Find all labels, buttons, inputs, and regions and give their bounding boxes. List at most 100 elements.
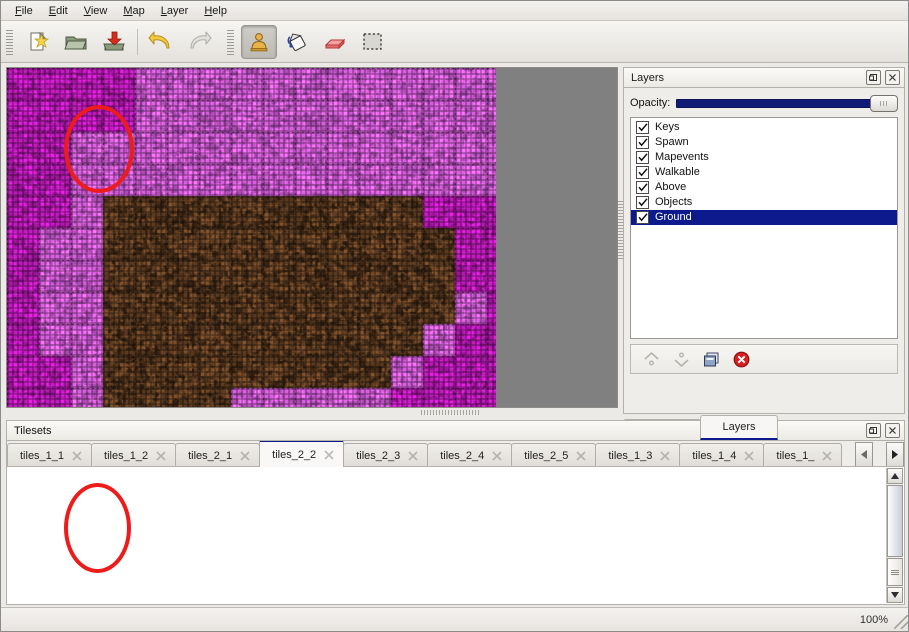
- tileset-tab-label: tiles_2_5: [524, 449, 569, 462]
- layers-dock-titlebar: Layers: [623, 67, 905, 88]
- layer-visibility-checkbox[interactable]: [636, 136, 649, 149]
- close-icon[interactable]: [156, 450, 166, 461]
- move-layer-down-icon[interactable]: [669, 347, 693, 371]
- menu-item-edit[interactable]: Edit: [48, 4, 68, 17]
- toolbar-drag-handle[interactable]: [5, 27, 14, 56]
- layer-visibility-checkbox[interactable]: [636, 121, 649, 134]
- scrollbar-thumb[interactable]: [887, 485, 903, 557]
- open-file-icon[interactable]: [58, 25, 94, 59]
- map-canvas-viewport[interactable]: [6, 67, 618, 408]
- map-tile-render[interactable]: [7, 68, 496, 407]
- tileset-tab-label: tiles_1_4: [692, 449, 737, 462]
- zoom-level: 100%: [859, 613, 888, 626]
- layer-row[interactable]: Above: [631, 180, 897, 195]
- status-bar: 100%: [1, 607, 908, 631]
- duplicate-layer-icon[interactable]: [699, 347, 723, 371]
- opacity-slider-thumb[interactable]: [870, 94, 898, 112]
- tileset-tab-tiles_2_3[interactable]: tiles_2_3: [343, 443, 429, 467]
- float-icon[interactable]: [866, 70, 881, 85]
- close-icon[interactable]: [240, 450, 250, 461]
- move-layer-up-icon[interactable]: [639, 347, 663, 371]
- close-icon[interactable]: [885, 70, 900, 85]
- close-icon[interactable]: [492, 450, 502, 461]
- layers-dock-title: Layers: [631, 71, 665, 84]
- layer-row[interactable]: Keys: [631, 120, 897, 135]
- float-icon[interactable]: [866, 423, 881, 438]
- dock-tab-layers[interactable]: Layers: [700, 415, 778, 440]
- menu-bar: File Edit View Map Layer Help: [1, 1, 908, 21]
- menu-item-layer[interactable]: Layer: [160, 4, 189, 17]
- chevron-right-icon[interactable]: [886, 442, 904, 467]
- opacity-slider[interactable]: [676, 94, 898, 112]
- close-icon[interactable]: [576, 450, 586, 461]
- layer-visibility-checkbox[interactable]: [636, 211, 649, 224]
- tileset-tab-tiles_1_2[interactable]: tiles_1_2: [91, 443, 177, 467]
- select-tool-icon[interactable]: [355, 25, 391, 59]
- close-icon[interactable]: [885, 423, 900, 438]
- tileset-tab-tiles_2_1[interactable]: tiles_2_1: [175, 443, 261, 467]
- close-icon[interactable]: [324, 449, 334, 460]
- new-file-icon[interactable]: [20, 25, 56, 59]
- vertical-splitter-handle[interactable]: [618, 201, 623, 261]
- scroll-up-icon[interactable]: [887, 468, 903, 484]
- chevron-left-icon[interactable]: [854, 442, 873, 467]
- toolbar-separator-1: [137, 28, 138, 55]
- horizontal-splitter-handle[interactable]: [421, 410, 481, 415]
- layer-row[interactable]: Walkable: [631, 165, 897, 180]
- undo-icon[interactable]: [143, 25, 179, 59]
- layer-row[interactable]: Spawn: [631, 135, 897, 150]
- tool-bar: [1, 21, 908, 63]
- layers-dock: Layers Opacity: Keys Spawn Mapevents Walkab…: [623, 67, 905, 440]
- tools-drag-handle[interactable]: [226, 27, 235, 56]
- tileset-tab-label: tiles_1_1: [20, 449, 65, 462]
- tileset-tab-tiles_2_4[interactable]: tiles_2_4: [427, 443, 513, 467]
- opacity-row: Opacity:: [630, 93, 898, 113]
- tilesets-dock-titlebar: Tilesets: [6, 420, 905, 441]
- tileset-tab-tiles_2_5[interactable]: tiles_2_5: [511, 443, 597, 467]
- tileset-tab-label: tiles_2_1: [188, 449, 233, 462]
- fill-tool-icon[interactable]: [279, 25, 315, 59]
- layer-row[interactable]: Mapevents: [631, 150, 897, 165]
- menu-item-help[interactable]: Help: [204, 4, 227, 17]
- layer-visibility-checkbox[interactable]: [636, 181, 649, 194]
- menu-item-file[interactable]: File: [15, 4, 33, 17]
- scroll-down-icon[interactable]: [887, 587, 903, 603]
- save-file-icon[interactable]: [96, 25, 132, 59]
- tileset-tab-tiles_1_4[interactable]: tiles_1_4: [679, 443, 765, 467]
- scrollbar-thumb-lower[interactable]: [887, 558, 903, 586]
- close-icon[interactable]: [744, 450, 754, 461]
- close-icon[interactable]: [660, 450, 670, 461]
- tilesets-dock: Tilesets tiles_1_1 tiles_1_2 tiles_2_1 tile…: [6, 420, 905, 606]
- tileset-palette[interactable]: [9, 469, 859, 604]
- opacity-slider-track: [676, 98, 898, 108]
- layer-list[interactable]: Keys Spawn Mapevents Walkable Above Objects Gr…: [630, 117, 898, 339]
- close-icon[interactable]: [408, 450, 418, 461]
- menu-item-map[interactable]: Map: [123, 4, 145, 17]
- scrollbar-grip: [891, 569, 899, 575]
- tileset-tab-tiles_1_1[interactable]: tiles_1_1: [7, 443, 93, 467]
- delete-layer-icon[interactable]: [729, 347, 753, 371]
- layer-visibility-checkbox[interactable]: [636, 151, 649, 164]
- layer-visibility-checkbox[interactable]: [636, 166, 649, 179]
- tileset-tab-tiles_1_3[interactable]: tiles_1_3: [595, 443, 681, 467]
- tileset-tab-label: tiles_1_2: [104, 449, 149, 462]
- layer-row[interactable]: Ground: [631, 210, 897, 225]
- tileset-palette-viewport[interactable]: [6, 466, 905, 605]
- close-icon[interactable]: [72, 450, 82, 461]
- layer-name: Keys: [655, 121, 680, 133]
- layer-name: Walkable: [655, 166, 700, 178]
- map-surface[interactable]: [7, 68, 496, 407]
- window-resize-grip[interactable]: [894, 615, 908, 629]
- layer-action-bar: [630, 344, 898, 374]
- menu-item-view[interactable]: View: [83, 4, 108, 17]
- tileset-tab-tiles_2_2[interactable]: tiles_2_2: [259, 441, 345, 467]
- layer-row[interactable]: Objects: [631, 195, 897, 210]
- close-icon[interactable]: [822, 450, 832, 461]
- tileset-tab-tiles_1_[interactable]: tiles_1_: [763, 443, 843, 467]
- tileset-tab-label: tiles_2_3: [356, 449, 401, 462]
- layer-visibility-checkbox[interactable]: [636, 196, 649, 209]
- redo-icon[interactable]: [181, 25, 217, 59]
- eraser-tool-icon[interactable]: [317, 25, 353, 59]
- stamp-tool-icon[interactable]: [241, 24, 277, 59]
- tileset-vertical-scrollbar[interactable]: [886, 468, 903, 603]
